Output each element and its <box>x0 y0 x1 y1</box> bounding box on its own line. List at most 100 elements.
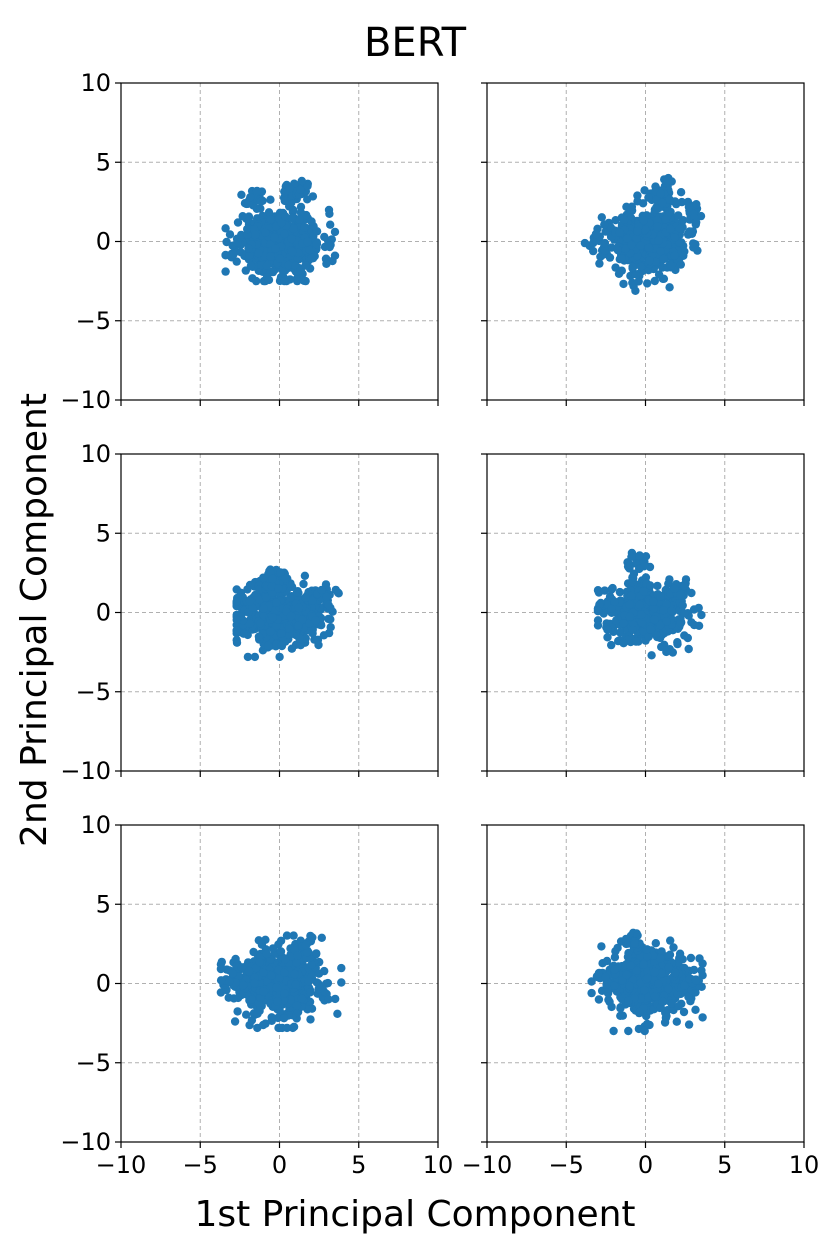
y-tick-label: −5 <box>76 1049 111 1077</box>
scatter-point <box>280 196 289 206</box>
scatter-point <box>659 254 668 264</box>
scatter-point <box>261 593 271 602</box>
scatter-point <box>232 597 241 606</box>
scatter-point <box>325 242 334 252</box>
scatter-point <box>232 585 241 594</box>
scatter-point <box>656 247 665 256</box>
scatter-point <box>636 262 646 271</box>
scatter-point <box>256 618 265 628</box>
scatter-point <box>675 949 685 958</box>
scatter-point <box>233 993 243 1003</box>
scatter-point <box>277 629 286 638</box>
scatter-point <box>619 279 628 289</box>
scatter-point <box>595 259 604 268</box>
scatter-point <box>272 598 281 607</box>
scatter-point <box>292 588 302 597</box>
scatter-point <box>251 230 260 240</box>
scatter-point <box>319 631 329 640</box>
scatter-point <box>644 193 653 202</box>
scatter-point <box>232 638 242 647</box>
scatter-point <box>261 228 270 237</box>
scatter-point <box>664 963 674 972</box>
scatter-point <box>314 640 323 650</box>
scatter-point <box>587 977 596 986</box>
scatter-point <box>660 1018 670 1027</box>
scatter-point <box>676 260 685 269</box>
scatter-point <box>248 603 257 612</box>
scatter-point <box>644 243 654 252</box>
scatter-point <box>257 940 267 949</box>
scatter-point <box>286 995 296 1005</box>
scatter-point <box>640 1026 649 1036</box>
x-tick-label: 0 <box>638 1151 653 1179</box>
scatter-point <box>246 261 256 271</box>
scatter-point <box>295 215 304 224</box>
scatter-point <box>640 986 649 995</box>
y-tick-label: 5 <box>96 519 111 547</box>
scatter-point <box>684 202 694 212</box>
scatter-point <box>611 216 620 225</box>
y-tick-label: −5 <box>76 678 111 706</box>
scatter-point <box>282 931 292 940</box>
scatter-point <box>337 963 346 973</box>
scatter-point <box>225 230 235 239</box>
scatter-point <box>246 193 255 202</box>
x-tick-label: −10 <box>462 1151 513 1179</box>
scatter-point <box>679 609 689 618</box>
scatter-point <box>267 582 277 591</box>
scatter-point <box>244 244 253 253</box>
scatter-point <box>636 241 645 250</box>
scatter-point <box>674 1002 683 1011</box>
scatter-point <box>610 981 619 990</box>
scatter-point <box>221 224 230 233</box>
scatter-point <box>603 633 612 642</box>
scatter-point <box>280 955 290 964</box>
scatter-point <box>294 603 304 613</box>
scatter-point <box>666 936 675 945</box>
scatter-point <box>653 581 662 591</box>
scatter-point <box>664 579 673 588</box>
scatter-point <box>666 261 676 270</box>
scatter-point <box>297 176 306 186</box>
scatter-point <box>610 953 620 962</box>
scatter-point <box>635 600 644 610</box>
scatter-point <box>601 972 610 982</box>
scatter-point <box>619 619 628 628</box>
scatter-point <box>640 225 650 234</box>
y-tick-label: 5 <box>96 148 111 176</box>
scatter-point <box>670 968 680 978</box>
scatter-point <box>654 236 663 245</box>
scatter-point <box>616 1011 625 1020</box>
scatter-point <box>661 214 670 224</box>
scatter-point <box>679 251 688 260</box>
scatter-point <box>262 949 271 959</box>
scatter-point <box>627 240 636 250</box>
scatter-point <box>285 593 295 602</box>
x-tick-label: −5 <box>183 1151 218 1179</box>
y-tick-label: 10 <box>80 811 111 839</box>
scatter-point <box>296 202 306 212</box>
scatter-point <box>331 994 340 1004</box>
scatter-point <box>605 997 614 1007</box>
scatter-point <box>280 989 289 998</box>
chart-title: BERT <box>364 20 467 66</box>
scatter-point <box>230 1017 240 1026</box>
scatter-point <box>593 607 603 616</box>
scatter-point <box>639 216 648 225</box>
scatter-point <box>280 229 289 239</box>
scatter-point <box>635 564 644 574</box>
scatter-point <box>615 228 625 237</box>
scatter-point <box>268 613 277 622</box>
scatter-point <box>605 253 615 262</box>
scatter-point <box>301 940 311 950</box>
scatter-point <box>232 626 241 635</box>
scatter-point <box>287 247 297 257</box>
scatter-point <box>262 261 272 270</box>
scatter-point <box>656 954 665 963</box>
scatter-points <box>232 565 343 662</box>
scatter-point <box>324 995 333 1004</box>
scatter-point <box>654 270 664 279</box>
x-tick-label: −5 <box>549 1151 584 1179</box>
scatter-point <box>280 276 289 286</box>
scatter-point <box>659 606 668 615</box>
